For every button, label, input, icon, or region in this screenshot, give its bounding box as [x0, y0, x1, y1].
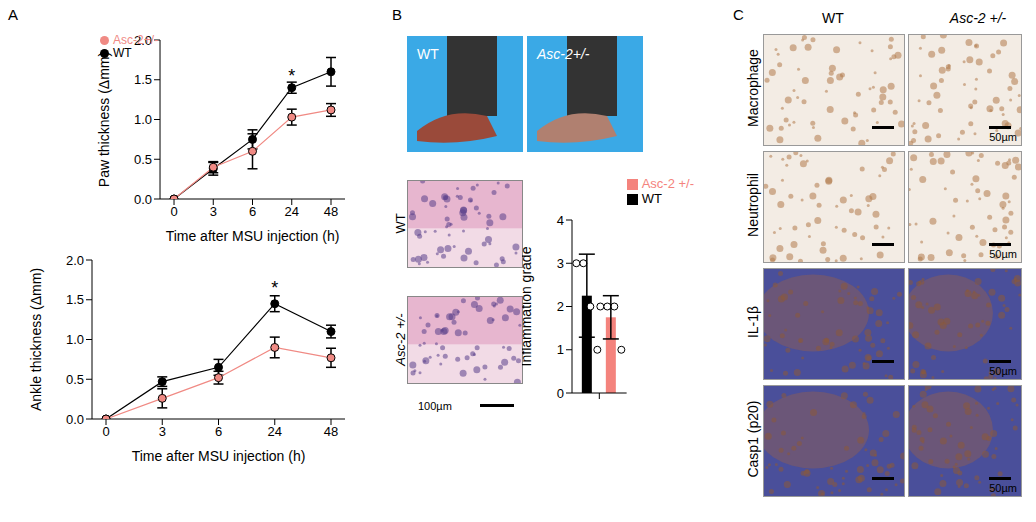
svg-text:Time after MSU injection (h): Time after MSU injection (h) — [166, 228, 340, 244]
svg-text:1.5: 1.5 — [66, 292, 84, 307]
svg-text:6: 6 — [215, 424, 222, 439]
svg-text:Time after MSU injection (h): Time after MSU injection (h) — [132, 448, 306, 464]
svg-text:4: 4 — [557, 213, 564, 228]
svg-text:0.0: 0.0 — [66, 412, 84, 427]
svg-text:6: 6 — [249, 204, 256, 219]
svg-text:1.5: 1.5 — [134, 72, 152, 87]
svg-text:48: 48 — [324, 204, 338, 219]
svg-text:3: 3 — [557, 256, 564, 271]
svg-text:*: * — [288, 66, 295, 86]
svg-text:24: 24 — [285, 204, 299, 219]
svg-text:*: * — [271, 278, 278, 298]
svg-text:0: 0 — [170, 204, 177, 219]
svg-text:0.5: 0.5 — [134, 152, 152, 167]
svg-text:3: 3 — [159, 424, 166, 439]
svg-text:0.5: 0.5 — [66, 372, 84, 387]
svg-text:Inflammation grade: Inflammation grade — [522, 246, 534, 366]
svg-text:0: 0 — [102, 424, 109, 439]
svg-text:48: 48 — [324, 424, 338, 439]
svg-text:0: 0 — [557, 386, 564, 401]
svg-text:2: 2 — [557, 299, 564, 314]
svg-text:1.0: 1.0 — [134, 112, 152, 127]
svg-text:24: 24 — [268, 424, 282, 439]
svg-text:3: 3 — [210, 204, 217, 219]
svg-text:Paw thickness (Δmm): Paw thickness (Δmm) — [96, 52, 112, 187]
svg-text:1: 1 — [557, 342, 564, 357]
svg-text:1.0: 1.0 — [66, 332, 84, 347]
svg-text:2.0: 2.0 — [134, 33, 152, 48]
svg-text:0.0: 0.0 — [134, 192, 152, 207]
svg-text:Ankle thickness (Δmm): Ankle thickness (Δmm) — [28, 268, 44, 411]
svg-text:2.0: 2.0 — [66, 253, 84, 268]
